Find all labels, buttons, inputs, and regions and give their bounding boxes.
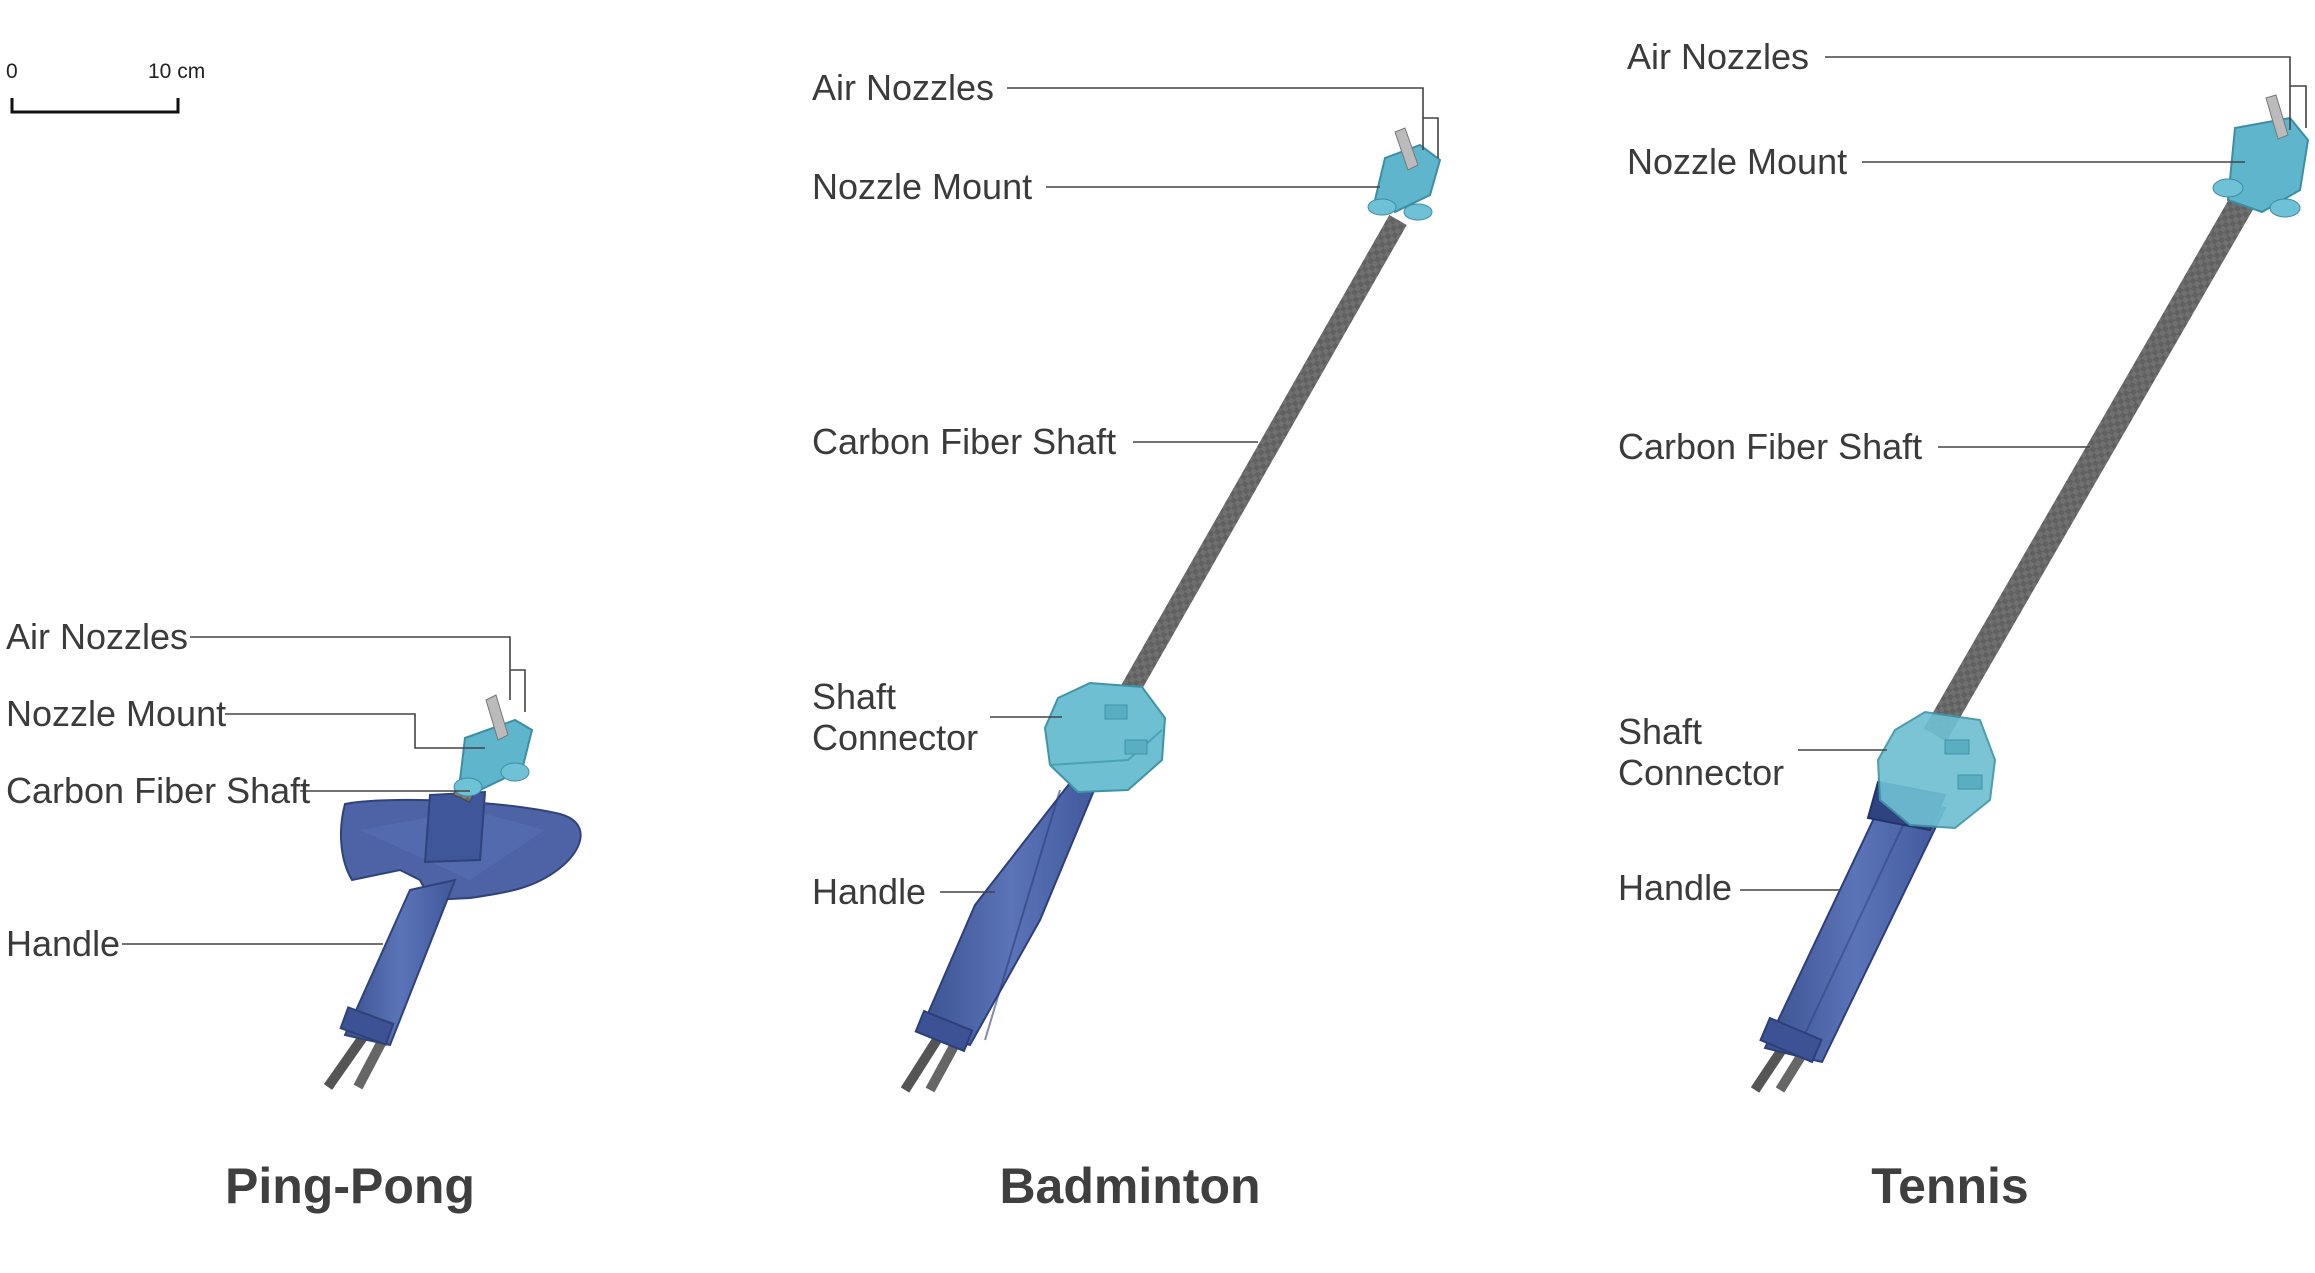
badminton-shaft-connector-label-line2: Connector bbox=[812, 717, 978, 758]
scale-bar-end-label: 10 cm bbox=[148, 60, 205, 83]
tennis-shaft-connector bbox=[1876, 710, 1997, 830]
ping-pong-leaders bbox=[122, 636, 526, 945]
tennis-handle-label: Handle bbox=[1618, 867, 1732, 908]
tennis-title: Tennis bbox=[1871, 1158, 2028, 1214]
ping-pong-carbon-fiber-shaft-label: Carbon Fiber Shaft bbox=[6, 770, 310, 811]
scale-bar: 0 10 cm bbox=[6, 60, 205, 114]
tennis-rig bbox=[1750, 94, 2310, 1093]
tennis-carbon-fiber-shaft bbox=[1923, 173, 2267, 742]
badminton-carbon-fiber-shaft-label: Carbon Fiber Shaft bbox=[812, 421, 1116, 462]
badminton-carbon-fiber-shaft bbox=[1121, 215, 1407, 695]
tennis-air-nozzles bbox=[2265, 94, 2289, 140]
badminton-handle-label: Handle bbox=[812, 871, 926, 912]
ping-pong-rig bbox=[323, 694, 582, 1090]
tennis-leaders bbox=[1740, 56, 2307, 891]
tennis-carbon-fiber-shaft-label: Carbon Fiber Shaft bbox=[1618, 426, 1922, 467]
tennis-air-nozzles-label: Air Nozzles bbox=[1627, 36, 1809, 77]
badminton-air-nozzles-label: Air Nozzles bbox=[812, 67, 994, 108]
badminton-nozzle-mount-label: Nozzle Mount bbox=[812, 166, 1032, 207]
tennis-shaft-connector-label-line2: Connector bbox=[1618, 752, 1784, 793]
badminton-rig bbox=[900, 127, 1442, 1093]
badminton-shaft-connector-label-line1: Shaft bbox=[812, 676, 896, 717]
tennis-shaft-connector-label-line1: Shaft bbox=[1618, 711, 1702, 752]
ping-pong-handle bbox=[343, 878, 457, 1047]
scale-bar-line bbox=[10, 98, 180, 114]
ping-pong-handle-label: Handle bbox=[6, 923, 120, 964]
ping-pong-title: Ping-Pong bbox=[225, 1158, 475, 1214]
badminton-shaft-connector bbox=[1043, 681, 1167, 794]
tennis-nozzle-mount-label: Nozzle Mount bbox=[1627, 141, 1847, 182]
ping-pong-air-nozzles bbox=[485, 694, 509, 741]
tennis-nozzle-mount bbox=[2226, 116, 2310, 214]
badminton-title: Badminton bbox=[999, 1158, 1260, 1214]
badminton-handle bbox=[918, 768, 1102, 1047]
badminton-leaders bbox=[940, 87, 1439, 893]
badminton-air-nozzles bbox=[1394, 127, 1419, 171]
ping-pong-nozzle-mount-label: Nozzle Mount bbox=[6, 693, 226, 734]
ping-pong-air-nozzles-label: Air Nozzles bbox=[6, 616, 188, 657]
scale-bar-start-label: 0 bbox=[6, 60, 18, 83]
